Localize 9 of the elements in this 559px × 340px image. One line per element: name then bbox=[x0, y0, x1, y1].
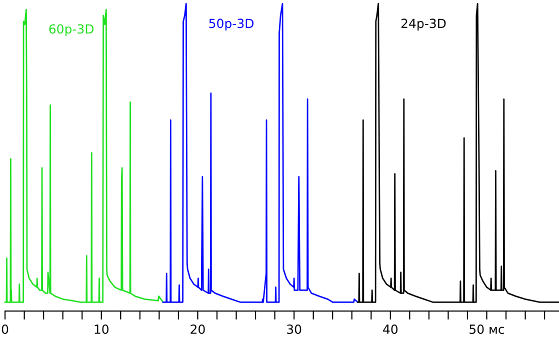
series-label: 50p-3D bbox=[209, 18, 254, 31]
series-label: 24p-3D bbox=[401, 18, 446, 31]
x-tick-label: 50 мс bbox=[470, 324, 504, 334]
x-tick-label: 0 bbox=[2, 324, 8, 334]
series-label: 60p-3D bbox=[49, 24, 94, 36]
x-tick-label: 30 bbox=[287, 324, 302, 334]
x-tick-label: 10 bbox=[94, 324, 108, 334]
x-tick-label: 20 bbox=[190, 324, 205, 334]
x-tick-label: 40 bbox=[383, 324, 398, 334]
